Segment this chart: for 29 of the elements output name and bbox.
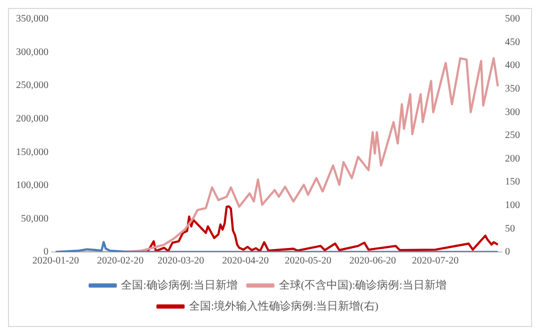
y2-tick-label: 200 bbox=[505, 153, 520, 164]
x-tick-label: 2020-01-20 bbox=[32, 256, 80, 267]
y2-tick-label: 300 bbox=[505, 106, 520, 118]
y2-tick-label: 250 bbox=[505, 130, 520, 142]
x-tick-label: 2020-06-20 bbox=[349, 256, 396, 267]
y-tick-label: 250,000 bbox=[16, 80, 48, 92]
x-tick-label: 2020-04-20 bbox=[222, 256, 269, 267]
y-tick-label: 50,000 bbox=[21, 213, 48, 224]
y-tick-label: 100,000 bbox=[16, 180, 48, 192]
y2-tick-label: 150 bbox=[505, 176, 520, 188]
x-tick-label: 2020-03-20 bbox=[157, 256, 204, 267]
y2-tick-label: 450 bbox=[505, 36, 520, 48]
y2-tick-label: 50 bbox=[505, 223, 515, 234]
legend-label: 全国:确诊病例:当日新增 bbox=[121, 278, 238, 292]
y2-tick-label: 100 bbox=[505, 200, 520, 212]
x-tick-label: 2020-02-20 bbox=[96, 256, 144, 267]
y2-tick-label: 0 bbox=[505, 246, 510, 258]
y-tick-label: 350,000 bbox=[16, 14, 48, 25]
legend-label: 全国:境外输入性确诊病例:当日新增(右) bbox=[189, 299, 379, 312]
y-tick-label: 150,000 bbox=[16, 146, 48, 158]
legend-label: 全球(不含中国):确诊病例:当日新增 bbox=[278, 278, 446, 292]
x-tick-label: 2020-07-20 bbox=[412, 256, 459, 267]
x-tick-label: 2020-05-20 bbox=[284, 256, 332, 267]
y2-tick-label: 500 bbox=[505, 14, 520, 25]
y-tick-label: 0 bbox=[44, 246, 48, 258]
y-tick-label: 300,000 bbox=[16, 46, 48, 58]
y2-tick-label: 350 bbox=[505, 84, 520, 95]
y-tick-label: 200,000 bbox=[16, 113, 48, 124]
y2-tick-label: 400 bbox=[505, 60, 520, 72]
